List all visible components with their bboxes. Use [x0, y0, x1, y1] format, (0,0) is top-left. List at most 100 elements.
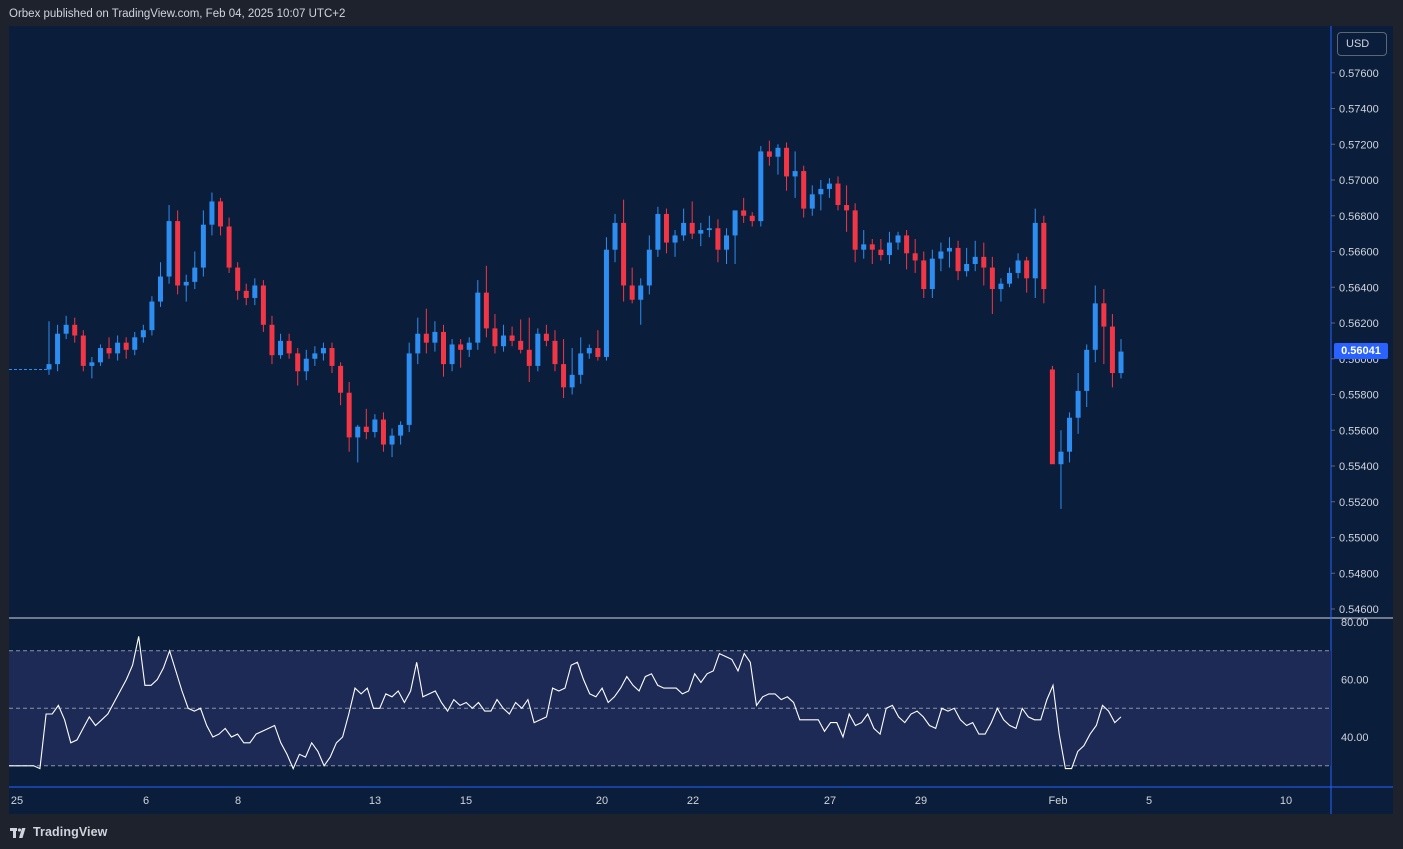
- candle-body: [1007, 272, 1013, 284]
- candle-body: [55, 333, 61, 365]
- candle-body: [183, 281, 189, 286]
- publish-header: Orbex published on TradingView.com, Feb …: [0, 0, 1403, 26]
- candle-body: [235, 267, 241, 291]
- candle-body: [543, 333, 549, 341]
- price-tick-label: 0.57000: [1339, 175, 1379, 187]
- candle-body: [458, 344, 464, 350]
- candle-body: [578, 353, 584, 375]
- price-tick-label: 0.57200: [1339, 139, 1379, 151]
- candle-body: [526, 349, 532, 366]
- candle-body: [200, 224, 206, 268]
- time-tick-label: 10: [1280, 795, 1292, 807]
- candle-body: [89, 362, 95, 366]
- candle-body: [72, 324, 78, 336]
- candle-body: [372, 419, 378, 433]
- candle-body: [801, 171, 807, 209]
- candle-body: [869, 244, 875, 250]
- candle-body: [389, 435, 395, 445]
- candle-body: [655, 213, 661, 250]
- candle-body: [483, 292, 489, 329]
- rsi-line: [9, 636, 1122, 770]
- candle-body: [921, 260, 927, 290]
- candle-body: [312, 353, 318, 359]
- candle-body: [878, 249, 884, 256]
- price-tick-label: 0.56600: [1339, 247, 1379, 259]
- candle-body: [1084, 349, 1090, 391]
- candle-body: [166, 221, 172, 277]
- candle-body: [895, 235, 901, 243]
- candle-body: [929, 258, 935, 290]
- time-tick-label: 8: [235, 795, 241, 807]
- candle-body: [106, 348, 112, 354]
- candle-body: [286, 340, 292, 354]
- candle-body: [406, 353, 412, 425]
- candle-body: [844, 205, 850, 211]
- candle-body: [269, 324, 275, 356]
- candle-body: [972, 256, 978, 265]
- candle-body: [149, 301, 155, 331]
- candle-body: [338, 365, 344, 393]
- time-tick-label: 5: [1146, 795, 1152, 807]
- candle-body: [218, 201, 224, 227]
- candle-body: [852, 210, 858, 250]
- candle-body: [638, 285, 644, 300]
- candle-body: [140, 330, 146, 338]
- candle-body: [698, 230, 704, 234]
- candle-body: [175, 221, 181, 286]
- candle-body: [398, 424, 404, 436]
- candle-body: [835, 183, 841, 206]
- candle-body: [252, 285, 258, 298]
- candle-body: [981, 256, 987, 268]
- time-tick-label: 20: [596, 795, 608, 807]
- price-tick-label: 0.55800: [1339, 390, 1379, 402]
- candle-body: [440, 331, 446, 365]
- candle-body: [586, 348, 592, 354]
- candle-body: [295, 353, 301, 372]
- rsi-tick-label: 80.00: [1341, 617, 1369, 629]
- rsi-tick-label: 60.00: [1341, 675, 1369, 687]
- price-tick-label: 0.54800: [1339, 568, 1379, 580]
- price-tick-label: 0.55200: [1339, 497, 1379, 509]
- price-tick-label: 0.54600: [1339, 604, 1379, 616]
- candle-body: [1015, 260, 1021, 273]
- candle-body: [681, 222, 687, 236]
- candle-body: [423, 333, 429, 343]
- candle-body: [475, 292, 481, 343]
- candle-body: [552, 340, 558, 365]
- candle-body: [380, 419, 386, 445]
- last-price-tag: 0.56041: [1334, 343, 1388, 359]
- candle-body: [826, 183, 832, 189]
- candle-body: [415, 333, 421, 354]
- candle-body: [569, 374, 575, 388]
- currency-button[interactable]: USD: [1337, 32, 1387, 56]
- candle-body: [904, 235, 910, 254]
- candle-body: [775, 147, 781, 157]
- candle-body: [320, 348, 326, 354]
- candle-body: [809, 194, 815, 209]
- candle-body: [46, 364, 52, 370]
- candle-body: [561, 364, 567, 388]
- time-tick-label: 25: [11, 795, 23, 807]
- price-tick-label: 0.56200: [1339, 318, 1379, 330]
- candle-body: [672, 235, 678, 243]
- candle-body: [749, 215, 755, 222]
- candle-body: [1109, 326, 1115, 374]
- footer-brand[interactable]: TradingView: [33, 825, 108, 839]
- candle-body: [501, 335, 507, 347]
- candle-body: [1101, 303, 1107, 327]
- candle-body: [97, 348, 103, 363]
- candle-body: [492, 328, 498, 347]
- candle-body: [689, 222, 695, 234]
- price-tick-label: 0.55400: [1339, 461, 1379, 473]
- candle-body: [1058, 451, 1064, 465]
- candle-body: [123, 342, 129, 350]
- candle-body: [449, 344, 455, 365]
- candle-body: [715, 228, 721, 250]
- time-tick-label: Feb: [1049, 795, 1068, 807]
- candle-body: [466, 342, 472, 350]
- tradingview-logo-icon[interactable]: [10, 826, 28, 838]
- candle-body: [1067, 417, 1073, 452]
- footer: TradingView: [10, 823, 108, 841]
- candle-body: [132, 337, 138, 350]
